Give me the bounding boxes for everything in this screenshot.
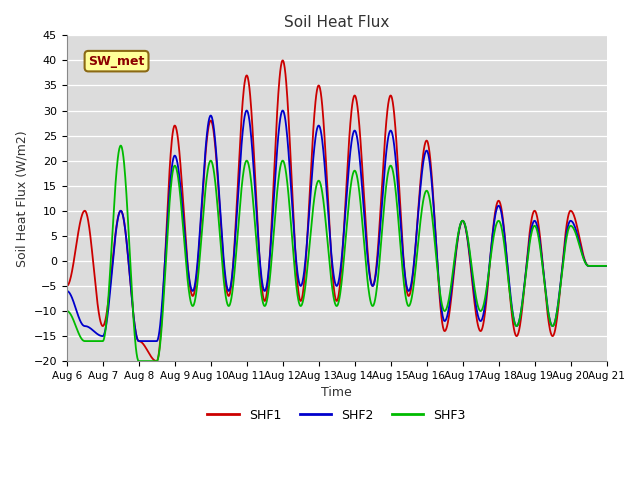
SHF1 <box>421 141 429 146</box>
Line: SHF1: SHF1 <box>67 60 607 361</box>
SHF1 <box>492 207 499 213</box>
SHF3 <box>117 143 125 148</box>
SHF1 <box>244 74 252 80</box>
SHF2 <box>492 211 499 217</box>
Title: Soil Heat Flux: Soil Heat Flux <box>284 15 389 30</box>
SHF3 <box>540 269 547 275</box>
Line: SHF2: SHF2 <box>67 110 607 341</box>
SHF2 <box>603 263 611 269</box>
Line: SHF3: SHF3 <box>67 145 607 361</box>
SHF2 <box>183 259 191 264</box>
SHF1 <box>279 58 287 63</box>
SHF1 <box>540 266 547 272</box>
SHF3 <box>244 159 252 165</box>
SHF3 <box>135 358 143 364</box>
SHF3 <box>421 190 429 196</box>
SHF1 <box>183 256 191 262</box>
SHF2 <box>135 338 143 344</box>
SHF2 <box>170 154 178 159</box>
SHF3 <box>603 263 611 269</box>
SHF1 <box>153 358 161 364</box>
SHF1 <box>170 123 178 129</box>
SHF1 <box>63 283 70 289</box>
SHF2 <box>540 267 547 273</box>
Y-axis label: Soil Heat Flux (W/m2): Soil Heat Flux (W/m2) <box>15 130 28 266</box>
SHF3 <box>171 163 179 168</box>
SHF2 <box>244 110 252 116</box>
SHF1 <box>603 263 611 269</box>
Legend: SHF1, SHF2, SHF3: SHF1, SHF2, SHF3 <box>202 404 471 427</box>
SHF3 <box>492 224 499 230</box>
SHF3 <box>63 308 70 314</box>
SHF2 <box>63 288 70 294</box>
SHF2 <box>421 151 429 156</box>
X-axis label: Time: Time <box>321 386 352 399</box>
SHF2 <box>243 108 251 113</box>
SHF3 <box>184 276 191 282</box>
Text: SW_met: SW_met <box>88 55 145 68</box>
